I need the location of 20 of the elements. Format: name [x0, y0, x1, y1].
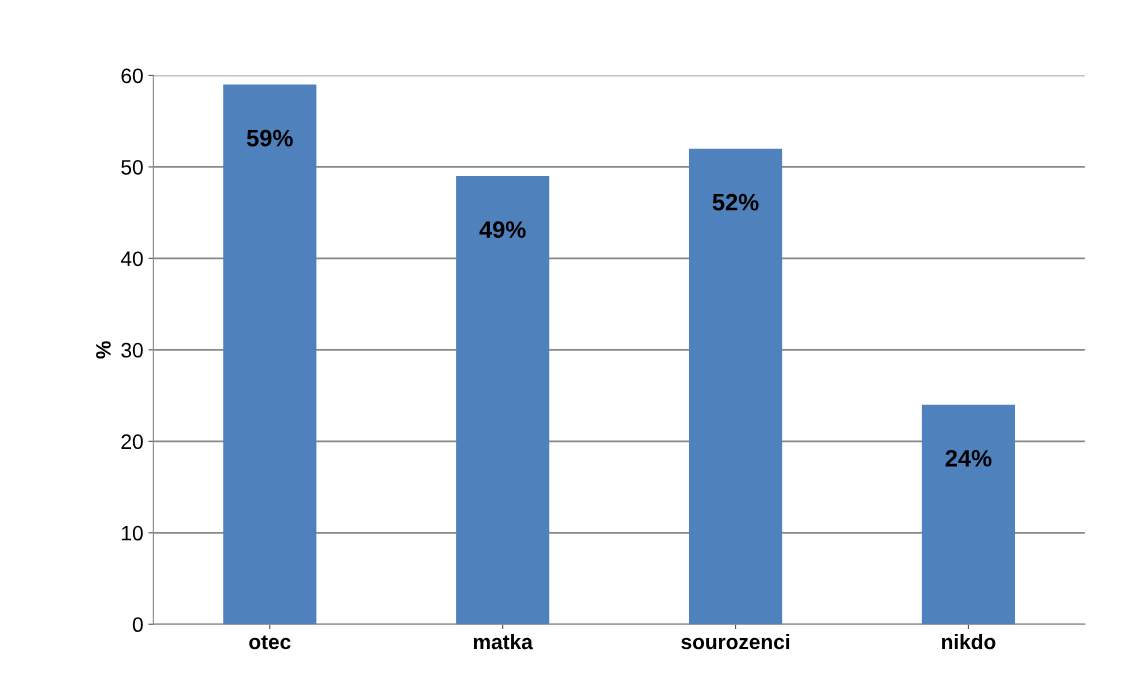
x-tick-label: matka — [473, 633, 533, 650]
y-tick-label: 30 — [121, 342, 143, 358]
y-tick-label: 40 — [120, 251, 143, 267]
y-tick-label: 0 — [132, 617, 143, 633]
x-tick-label: sourozenci — [681, 633, 790, 650]
bar — [456, 176, 550, 625]
y-axis-title: % — [96, 341, 111, 359]
x-tick-label: otec — [249, 635, 291, 650]
y-tick-label: 60 — [121, 68, 143, 84]
y-tick-label: 50 — [121, 159, 143, 175]
y-tick-label: 10 — [122, 525, 143, 541]
bar — [223, 84, 317, 625]
bar — [688, 148, 783, 625]
y-tick-label: 20 — [121, 434, 143, 450]
data-label: 49% — [479, 221, 526, 238]
bar — [921, 404, 1016, 625]
x-tick-label: nikdo — [942, 633, 996, 650]
data-label: 24% — [945, 449, 992, 467]
data-label: 59% — [246, 129, 293, 147]
data-label: 52% — [712, 193, 759, 211]
